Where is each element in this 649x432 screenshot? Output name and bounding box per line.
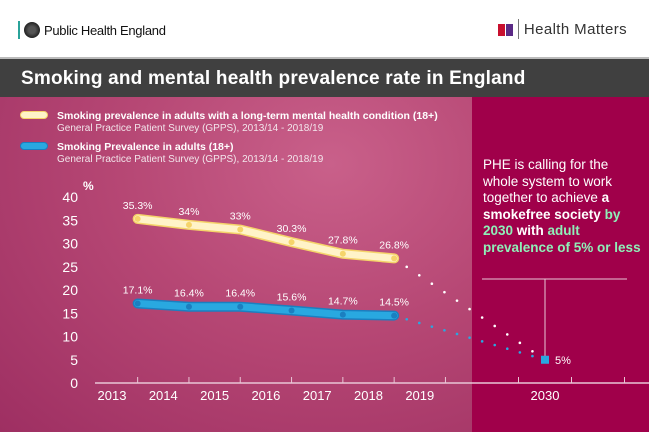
health-matters-logo: Health Matters bbox=[497, 19, 627, 39]
callout-part: adult prevalence of 5% or less bbox=[483, 223, 641, 255]
data-point bbox=[237, 226, 244, 233]
y-tick-label: 0 bbox=[70, 375, 78, 391]
data-point bbox=[185, 221, 192, 228]
data-point bbox=[288, 307, 295, 314]
y-axis-label: % bbox=[83, 179, 94, 193]
data-label: 26.8% bbox=[379, 239, 409, 251]
x-tick-label: 2015 bbox=[200, 388, 229, 403]
projection-dot bbox=[505, 333, 509, 336]
title-band: Smoking and mental health prevalence rat… bbox=[0, 57, 649, 97]
x-tick-label: 2013 bbox=[98, 388, 127, 403]
series-line bbox=[134, 299, 398, 320]
projection-dot bbox=[493, 343, 497, 347]
projection-dot bbox=[443, 290, 446, 294]
projection-dot bbox=[531, 350, 534, 353]
header: Public Health England Health Matters bbox=[0, 0, 649, 57]
callout-panel bbox=[472, 97, 649, 432]
data-point bbox=[185, 303, 192, 310]
callout-text: PHE is calling for the whole system to w… bbox=[483, 157, 643, 256]
data-label: 27.8% bbox=[328, 235, 358, 247]
callout-part: a smokefree society bbox=[483, 190, 610, 222]
health-matters-icon bbox=[497, 22, 513, 36]
legend-swatch bbox=[20, 111, 48, 119]
phe-logo: Public Health England bbox=[18, 21, 166, 39]
callout-part: PHE is calling for the whole system to w… bbox=[483, 157, 613, 205]
legend-source: General Practice Patient Survey (GPPS), … bbox=[57, 123, 324, 134]
data-label: 15.6% bbox=[277, 291, 307, 303]
divider bbox=[517, 19, 519, 39]
projection-dot bbox=[493, 324, 497, 328]
data-point bbox=[134, 215, 141, 222]
y-tick-label: 10 bbox=[62, 329, 78, 345]
projection-dot bbox=[443, 329, 446, 332]
data-label: 14.5% bbox=[379, 297, 409, 309]
projection-dot bbox=[405, 317, 409, 321]
projection-dot bbox=[417, 273, 421, 277]
callout-part: by 2030 bbox=[483, 206, 621, 239]
projection-dot bbox=[531, 354, 534, 358]
data-label: 14.7% bbox=[328, 296, 358, 308]
projection-dot bbox=[518, 351, 522, 354]
data-label: 33% bbox=[230, 211, 251, 223]
projection-dot bbox=[468, 307, 471, 311]
projection-dot bbox=[430, 325, 434, 328]
projection-dot bbox=[455, 299, 459, 302]
target-label: 5% bbox=[555, 355, 571, 367]
x-tick-label: 2016 bbox=[251, 388, 280, 403]
x-tick-label: 2014 bbox=[149, 388, 178, 403]
crest-icon bbox=[24, 22, 40, 38]
x-tick-label: 2030 bbox=[531, 388, 560, 403]
org-name: Public Health England bbox=[44, 22, 166, 38]
data-label: 30.3% bbox=[277, 223, 307, 235]
legend-source: General Practice Patient Survey (GPPS), … bbox=[57, 154, 324, 165]
data-point bbox=[391, 312, 398, 319]
y-tick-label: 35 bbox=[62, 212, 78, 228]
legend-swatch bbox=[20, 142, 48, 150]
legend-label: Smoking prevalence in adults with a long… bbox=[57, 110, 438, 122]
y-tick-label: 5 bbox=[70, 352, 78, 368]
brand-name: Health Matters bbox=[523, 20, 627, 38]
projection-dot bbox=[480, 316, 484, 319]
projection-dot bbox=[430, 282, 434, 286]
callout-part: with bbox=[513, 223, 548, 238]
data-point bbox=[237, 303, 244, 310]
y-tick-label: 25 bbox=[62, 259, 78, 275]
target-point bbox=[541, 355, 549, 364]
projection-dot bbox=[480, 340, 484, 343]
chart-panel bbox=[0, 97, 472, 432]
data-point bbox=[339, 311, 346, 318]
data-label: 35.3% bbox=[123, 200, 153, 212]
projection-dot bbox=[417, 321, 421, 325]
projection-dot bbox=[455, 332, 459, 336]
projection-dot bbox=[505, 347, 509, 351]
x-tick-label: 2017 bbox=[303, 388, 332, 403]
data-label: 17.1% bbox=[123, 284, 153, 296]
data-point bbox=[288, 239, 295, 246]
data-label: 34% bbox=[178, 206, 199, 218]
page-title: Smoking and mental health prevalence rat… bbox=[21, 68, 526, 89]
legend-label: Smoking Prevalence in adults (18+) bbox=[57, 141, 234, 153]
x-tick-label: 2019 bbox=[405, 388, 434, 403]
y-tick-label: 30 bbox=[62, 236, 78, 252]
data-point bbox=[339, 250, 346, 257]
projection-dot bbox=[468, 336, 471, 339]
projection-dot bbox=[405, 265, 409, 269]
y-tick-label: 20 bbox=[62, 282, 78, 298]
x-tick-label: 2018 bbox=[354, 388, 383, 403]
projection-dot bbox=[518, 341, 522, 345]
series-line bbox=[134, 215, 398, 262]
data-point bbox=[134, 300, 141, 307]
y-tick-label: 40 bbox=[62, 189, 78, 205]
data-label: 16.4% bbox=[225, 288, 255, 300]
y-tick-label: 15 bbox=[62, 305, 78, 321]
data-label: 16.4% bbox=[174, 288, 204, 300]
data-point bbox=[391, 255, 398, 262]
